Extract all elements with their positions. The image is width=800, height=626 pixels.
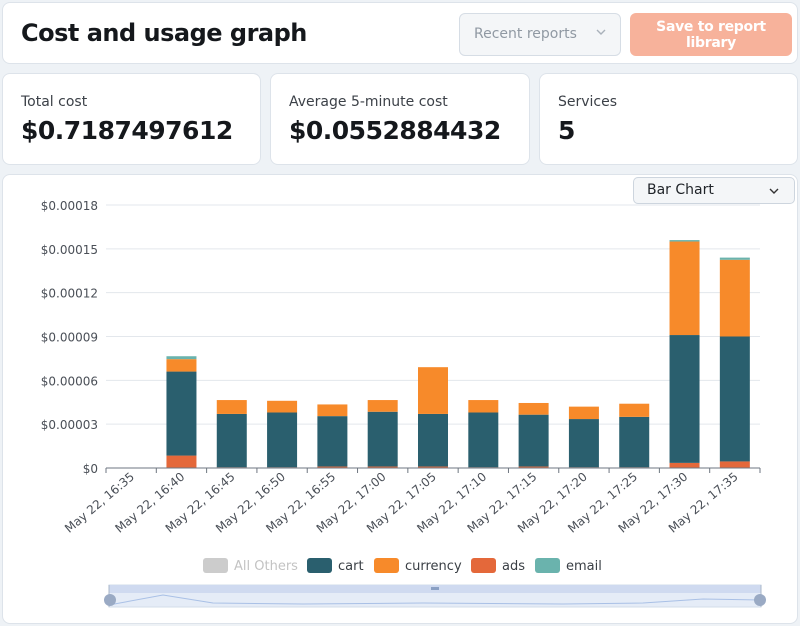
page-title: Cost and usage graph [21, 19, 307, 47]
stat-label: Services [558, 94, 618, 110]
y-tick-label: $0 [83, 462, 98, 476]
stat-value: 5 [558, 116, 575, 145]
y-tick-label: $0.00015 [41, 243, 98, 257]
bar-currency [619, 403, 650, 417]
stat-label: Total cost [21, 94, 88, 110]
bar-currency [719, 259, 750, 337]
zoom-handle-left[interactable] [104, 594, 116, 606]
stat-card-total-cost: Total cost $0.7187497612 [2, 73, 261, 165]
chart-type-label: Bar Chart [647, 182, 714, 198]
zoom-handle-right[interactable] [754, 594, 766, 606]
bar-cart [568, 419, 599, 468]
save-to-report-library-button[interactable]: Save to report library [630, 13, 792, 56]
legend-swatch [307, 558, 332, 573]
bar-ads [317, 466, 348, 468]
bar-currency [418, 367, 448, 414]
bar-ads [367, 466, 398, 468]
recent-reports-label: Recent reports [474, 26, 577, 42]
bar-ads [719, 461, 750, 468]
bar-ads [669, 462, 700, 468]
bar-cart [418, 413, 448, 467]
bar-cart [216, 413, 247, 468]
bar-currency [468, 400, 499, 413]
stat-card-services: Services 5 [539, 73, 798, 165]
stat-value: $0.0552884432 [289, 116, 501, 145]
bar-cart [367, 411, 398, 467]
legend-swatch [535, 558, 560, 573]
zoom-sparkline [108, 594, 762, 606]
chevron-down-icon [769, 188, 779, 194]
bar-cart [518, 414, 549, 467]
bar-cart [719, 336, 750, 462]
legend-swatch [471, 558, 496, 573]
legend-label: currency [405, 559, 462, 574]
bar-currency [166, 359, 197, 372]
zoom-grip [431, 587, 439, 590]
bar-currency [317, 404, 348, 417]
bar-cart [267, 412, 298, 468]
stat-value: $0.7187497612 [21, 116, 233, 145]
bar-currency [367, 400, 398, 412]
chart-panel: Bar Chart $0 $0.00003 $0.00006 $0.00009 $0.0… [2, 174, 798, 624]
bar-cart [317, 416, 348, 467]
bar-ads [518, 466, 549, 468]
y-tick-label: $0.00006 [41, 374, 98, 388]
bar-email [669, 240, 700, 242]
chart-type-dropdown[interactable]: Bar Chart [633, 177, 795, 204]
bar-cart [468, 412, 499, 468]
legend-swatch [374, 558, 399, 573]
header-bar: Cost and usage graph Recent reports Save… [2, 2, 798, 64]
y-tick-label: $0.00003 [41, 418, 98, 432]
stat-label: Average 5-minute cost [289, 94, 448, 110]
bar-cart [166, 371, 197, 456]
bar-currency [568, 406, 599, 420]
bar-cart [669, 335, 700, 463]
bar-cart [619, 416, 650, 468]
stacked-bar-chart: $0 $0.00003 $0.00006 $0.00009 $0.00012 $0.000… [41, 199, 766, 608]
legend-label: All Others [234, 559, 298, 574]
recent-reports-dropdown[interactable]: Recent reports [459, 13, 621, 56]
bar-currency [518, 402, 549, 415]
y-tick-label: $0.00012 [41, 287, 98, 301]
y-tick-label: $0.00018 [41, 199, 98, 213]
chevron-down-icon [596, 29, 606, 35]
legend-label: cart [338, 559, 364, 574]
bar-currency [669, 241, 700, 336]
bar-currency [267, 400, 298, 413]
legend-label: ads [502, 559, 525, 574]
bar-email [166, 356, 197, 360]
legend-label: email [566, 559, 602, 574]
bar-currency [216, 400, 247, 414]
stat-card-average-cost: Average 5-minute cost $0.0552884432 [270, 73, 530, 165]
y-tick-label: $0.00009 [41, 331, 98, 345]
bar-email [719, 257, 750, 260]
bar-ads [418, 466, 448, 468]
bar-ads [166, 455, 197, 468]
legend-swatch [203, 558, 228, 573]
